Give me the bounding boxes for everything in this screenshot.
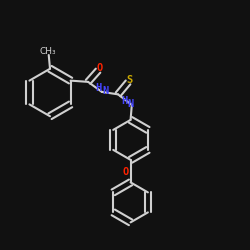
Text: CH₃: CH₃ [39,47,56,56]
Text: H: H [95,83,101,93]
Text: O: O [122,168,129,177]
Text: O: O [96,63,102,73]
Text: N: N [128,99,134,109]
Text: N: N [102,86,109,96]
Text: H: H [121,96,128,106]
Text: S: S [126,75,132,85]
